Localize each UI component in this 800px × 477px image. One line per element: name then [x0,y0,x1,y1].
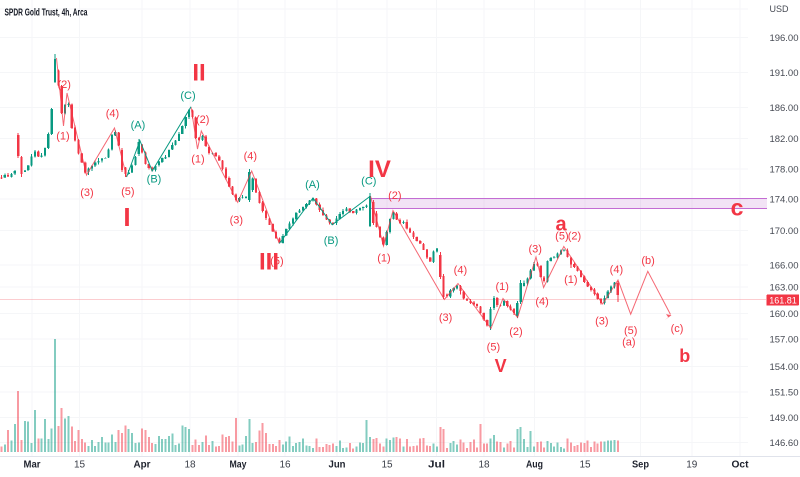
svg-text:(3): (3) [230,215,243,227]
svg-text:(1): (1) [56,130,69,142]
svg-text:(a): (a) [622,337,635,349]
svg-text:I: I [123,202,130,232]
svg-text:Apr: Apr [134,460,151,471]
svg-text:II: II [192,60,205,87]
svg-text:(A): (A) [305,179,320,191]
svg-text:(4): (4) [106,108,119,120]
svg-text:Oct: Oct [732,460,750,471]
svg-text:(b): (b) [641,255,654,267]
svg-text:(C): (C) [361,176,376,188]
svg-text:c: c [731,194,744,220]
svg-text:174.00: 174.00 [769,194,798,205]
svg-text:19: 19 [686,460,698,471]
svg-text:(1): (1) [495,281,508,293]
svg-text:15: 15 [74,460,86,471]
svg-text:16: 16 [279,460,291,471]
svg-text:(4): (4) [244,151,257,163]
svg-text:196.00: 196.00 [769,33,798,44]
svg-text:III: III [259,249,279,276]
svg-text:(2): (2) [509,326,522,338]
svg-text:SPDR Gold Trust, 4h, Arca: SPDR Gold Trust, 4h, Arca [5,7,88,18]
svg-text:(1): (1) [377,253,390,265]
svg-text:182.00: 182.00 [769,134,798,145]
svg-text:(5): (5) [270,256,283,268]
svg-text:15: 15 [381,460,393,471]
svg-text:(5): (5) [624,325,637,337]
svg-text:(B): (B) [147,173,162,185]
svg-text:146.60: 146.60 [769,438,798,449]
svg-text:178.00: 178.00 [769,164,798,175]
svg-text:(5): (5) [555,230,568,242]
svg-text:157.00: 157.00 [769,334,798,345]
svg-text:(C): (C) [180,90,195,102]
svg-text:(2): (2) [388,190,401,202]
svg-text:(4): (4) [535,296,548,308]
svg-text:18: 18 [184,460,196,471]
svg-text:(1): (1) [564,274,577,286]
svg-text:(1): (1) [191,153,204,165]
svg-text:Mar: Mar [24,460,41,471]
svg-text:Jun: Jun [329,460,346,471]
svg-text:(5): (5) [487,342,500,354]
svg-text:(4): (4) [610,264,623,276]
svg-text:154.00: 154.00 [769,362,798,373]
svg-text:V: V [495,356,507,376]
svg-text:170.00: 170.00 [769,226,798,237]
svg-text:(3): (3) [80,187,93,199]
svg-text:(B): (B) [324,235,339,247]
svg-text:IV: IV [368,156,391,183]
svg-text:a: a [556,214,568,236]
svg-text:USD: USD [769,4,789,14]
svg-text:May: May [230,460,247,471]
svg-text:(2): (2) [568,230,581,242]
svg-text:(2): (2) [196,114,209,126]
svg-text:(2): (2) [57,79,70,91]
svg-text:(3): (3) [595,316,608,328]
svg-text:(c): (c) [671,323,684,335]
svg-text:151.50: 151.50 [769,387,798,398]
svg-text:(3): (3) [528,244,541,256]
svg-text:149.00: 149.00 [769,413,798,424]
svg-text:163.00: 163.00 [769,282,798,293]
svg-text:191.00: 191.00 [769,68,798,79]
svg-text:Sep: Sep [632,460,649,471]
svg-text:b: b [679,346,690,366]
svg-text:15: 15 [579,460,591,471]
svg-text:160.00: 160.00 [769,309,798,320]
svg-text:186.00: 186.00 [769,103,798,114]
svg-text:(5): (5) [121,186,134,198]
svg-text:(4): (4) [454,265,467,277]
svg-text:(A): (A) [131,119,146,131]
svg-text:161.81: 161.81 [769,295,797,305]
svg-text:(3): (3) [439,312,452,324]
svg-text:18: 18 [478,460,490,471]
svg-text:Aug: Aug [526,460,543,471]
svg-text:Jul: Jul [428,460,445,471]
svg-text:166.00: 166.00 [769,260,798,271]
